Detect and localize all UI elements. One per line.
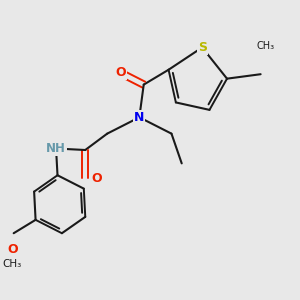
Text: NH: NH [46,142,66,155]
Text: CH₃: CH₃ [3,260,22,269]
Text: CH₃: CH₃ [256,41,274,51]
Text: O: O [92,172,102,185]
Text: O: O [115,66,126,79]
Text: S: S [198,41,207,54]
Text: O: O [7,243,17,256]
Text: N: N [134,111,145,124]
